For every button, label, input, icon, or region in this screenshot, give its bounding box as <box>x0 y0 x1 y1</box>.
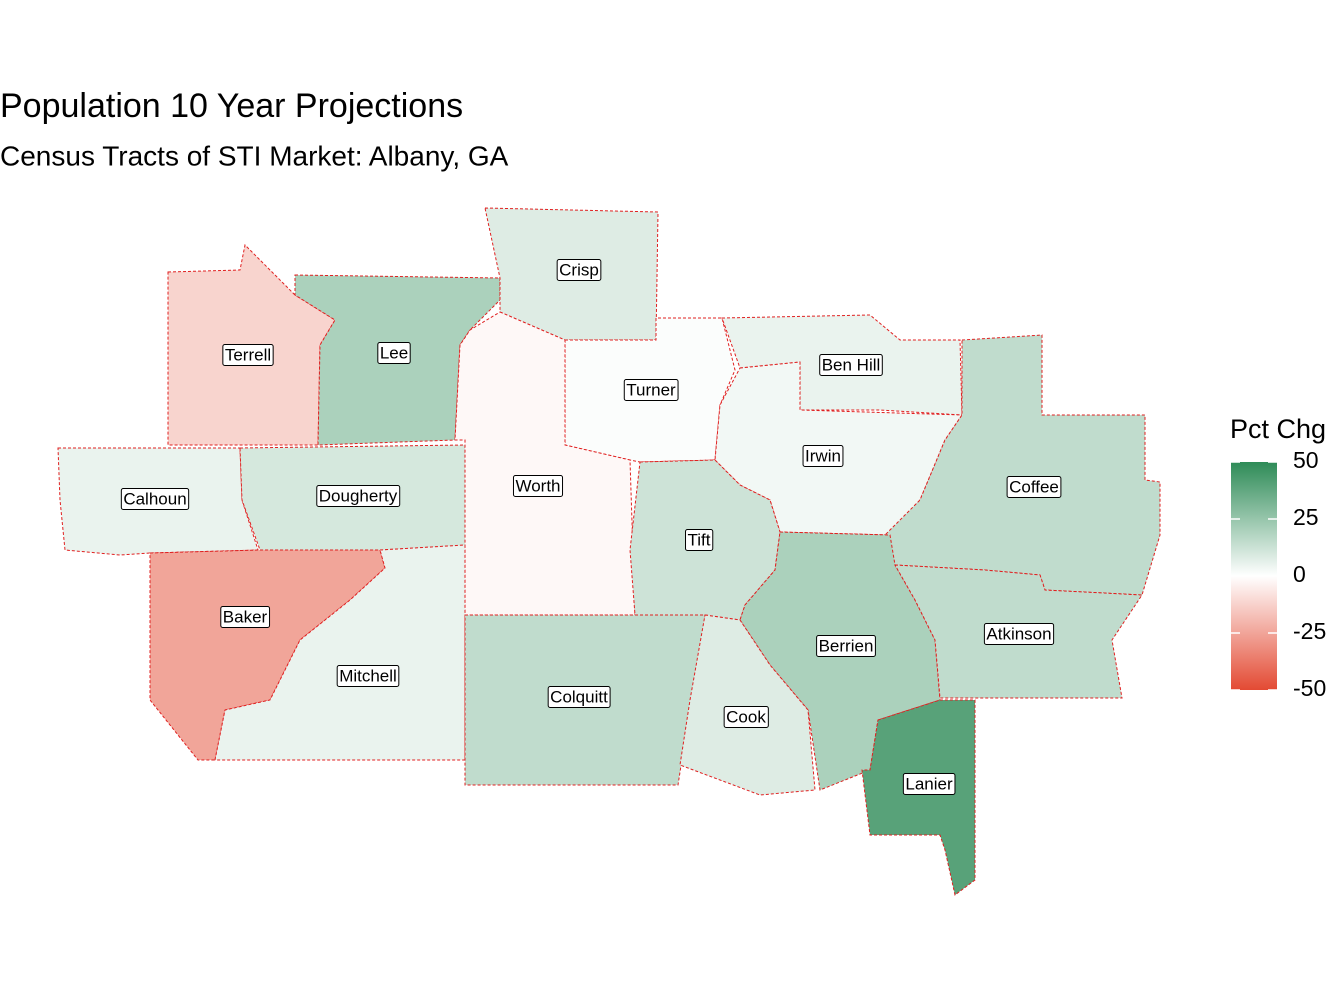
county-label: Mitchell <box>339 666 397 685</box>
county-label: Lanier <box>905 774 953 793</box>
map-subtitle: Census Tracts of STI Market: Albany, GA <box>0 140 509 171</box>
legend-tick-label: -50 <box>1293 675 1326 701</box>
county-label: Atkinson <box>986 624 1051 643</box>
county-label: Tift <box>688 530 711 549</box>
county <box>861 699 976 896</box>
county-label-box <box>547 685 611 708</box>
legend-title: Pct Chg <box>1230 414 1326 444</box>
county-label-box <box>816 634 876 657</box>
county-label-box <box>336 664 400 687</box>
county-label: Worth <box>515 476 560 495</box>
county-label: Cook <box>726 707 766 726</box>
county-label-box <box>556 258 602 281</box>
county-label: Turner <box>626 380 676 399</box>
county-label-box <box>120 487 190 510</box>
legend-tick-label: 0 <box>1293 561 1306 587</box>
county-label: Ben Hill <box>822 355 881 374</box>
county-label: Calhoun <box>123 489 186 508</box>
legend-tick-label: 50 <box>1293 447 1319 473</box>
county-label: Baker <box>223 607 268 626</box>
county-label: Dougherty <box>319 486 398 505</box>
legend-tick-label: -25 <box>1293 618 1326 644</box>
labels: Terrell Lee Crisp Turner Ben Hill Irwin Coffee… <box>120 258 1062 795</box>
county-label: Crisp <box>559 260 599 279</box>
county-label: Lee <box>380 343 408 362</box>
legend-tick-label: 25 <box>1293 504 1319 530</box>
county <box>149 549 386 761</box>
county-label: Coffee <box>1009 477 1059 496</box>
county-label-box <box>1006 475 1062 498</box>
county-label: Berrien <box>819 636 874 655</box>
county-label-box <box>220 605 271 628</box>
county-label-box <box>983 622 1055 645</box>
county-label: Irwin <box>805 446 841 465</box>
regions <box>57 207 1161 896</box>
county-label-box <box>222 343 274 366</box>
county-label-box <box>802 444 844 467</box>
county-label-box <box>512 474 564 497</box>
county-label-box <box>377 341 411 364</box>
county-label: Colquitt <box>550 687 608 706</box>
county-label-box <box>723 705 769 728</box>
county-label: Terrell <box>225 345 271 364</box>
county-label-box <box>902 772 956 795</box>
county-label-box <box>819 353 883 376</box>
county-label-box <box>685 528 714 551</box>
legend: 50 25 0 -25 -50 <box>1231 447 1326 701</box>
county-label-box <box>316 484 401 507</box>
county-label-box <box>623 378 679 401</box>
map-title: Population 10 Year Projections <box>0 87 463 125</box>
county <box>679 614 816 796</box>
